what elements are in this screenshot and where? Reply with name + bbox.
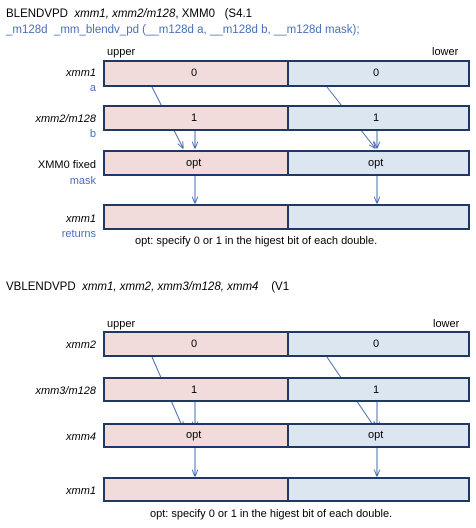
- arg-label: a: [89, 82, 96, 94]
- box-upper: [103, 477, 289, 502]
- reg-label: xmm1: [66, 213, 96, 225]
- box-upper: [103, 150, 289, 176]
- cell-value: 0: [373, 67, 380, 79]
- row-xmm0-mask: [103, 150, 470, 176]
- operand-tail: , XMM0: [175, 8, 215, 20]
- cell-value: opt: [368, 429, 384, 441]
- row-xmm2: [103, 331, 470, 357]
- operands: xmm1, xmm2, xmm3/m128, xmm4: [82, 281, 259, 293]
- extension-tag: (V1: [271, 281, 290, 293]
- upper-label: upper: [107, 46, 136, 58]
- arg-label: returns: [61, 228, 96, 240]
- reg-label: xmm4: [66, 431, 96, 443]
- section1-header: BLENDVPD xmm1, xmm2/m128, XMM0 (S4.1: [6, 8, 252, 21]
- reg-label: xmm3/m128: [35, 385, 96, 397]
- mnemonic: VBLENDVPD: [6, 281, 76, 293]
- section2-header: VBLENDVPD xmm1, xmm2, xmm3/m128, xmm4 (V…: [6, 281, 289, 294]
- cell-value: 1: [373, 112, 380, 124]
- box-upper: [103, 204, 289, 230]
- cell-value: opt: [368, 157, 384, 169]
- row-xmm3-m128: [103, 377, 470, 402]
- box-lower: [287, 105, 470, 131]
- box-lower: [287, 377, 470, 402]
- row-xmm1-returns: [103, 204, 470, 230]
- row-xmm1-result: [103, 477, 470, 502]
- box-lower: [287, 60, 470, 87]
- reg-label: xmm1: [66, 67, 96, 79]
- reg-label: xmm1: [66, 485, 96, 497]
- box-upper: [103, 60, 289, 87]
- upper-label: upper: [107, 318, 136, 330]
- row-xmm1-a: [103, 60, 470, 87]
- cell-value: 0: [191, 67, 198, 79]
- cell-value: opt: [186, 157, 202, 169]
- extension-tag: (S4.1: [224, 8, 253, 20]
- mnemonic: BLENDVPD: [6, 8, 68, 20]
- opt-note: opt: specify 0 or 1 in the higest bit of…: [135, 235, 378, 247]
- reg-label: xmm2/m128: [35, 113, 96, 125]
- arg-label: b: [89, 128, 96, 140]
- reg-label: XMM0 fixed: [37, 159, 96, 171]
- box-lower: [287, 150, 470, 176]
- box-lower: [287, 204, 470, 230]
- lower-label: lower: [432, 46, 459, 58]
- box-upper: [103, 331, 289, 357]
- reg-label: xmm2: [66, 339, 96, 351]
- cell-value: opt: [186, 429, 202, 441]
- cell-value: 0: [373, 338, 380, 350]
- intrinsic-signature: _m128d _mm_blendv_pd (__m128d a, __m128d…: [6, 24, 360, 37]
- box-lower: [287, 423, 470, 448]
- cell-value: 0: [191, 338, 198, 350]
- row-xmm2-m128-b: [103, 105, 470, 131]
- row-xmm4: [103, 423, 470, 448]
- box-lower: [287, 477, 470, 502]
- opt-note: opt: specify 0 or 1 in the higest bit of…: [150, 508, 393, 520]
- lower-label: lower: [433, 318, 460, 330]
- cell-value: 1: [191, 384, 198, 396]
- cell-value: 1: [373, 384, 380, 396]
- intrinsic-call: _mm_blendv_pd (__m128d a, __m128d b, __m…: [53, 24, 360, 36]
- arg-label: mask: [69, 175, 96, 187]
- operands: xmm1, xmm2/m128: [74, 8, 176, 20]
- cell-value: 1: [191, 112, 198, 124]
- box-lower: [287, 331, 470, 357]
- intrinsic-type: _m128d: [6, 24, 48, 36]
